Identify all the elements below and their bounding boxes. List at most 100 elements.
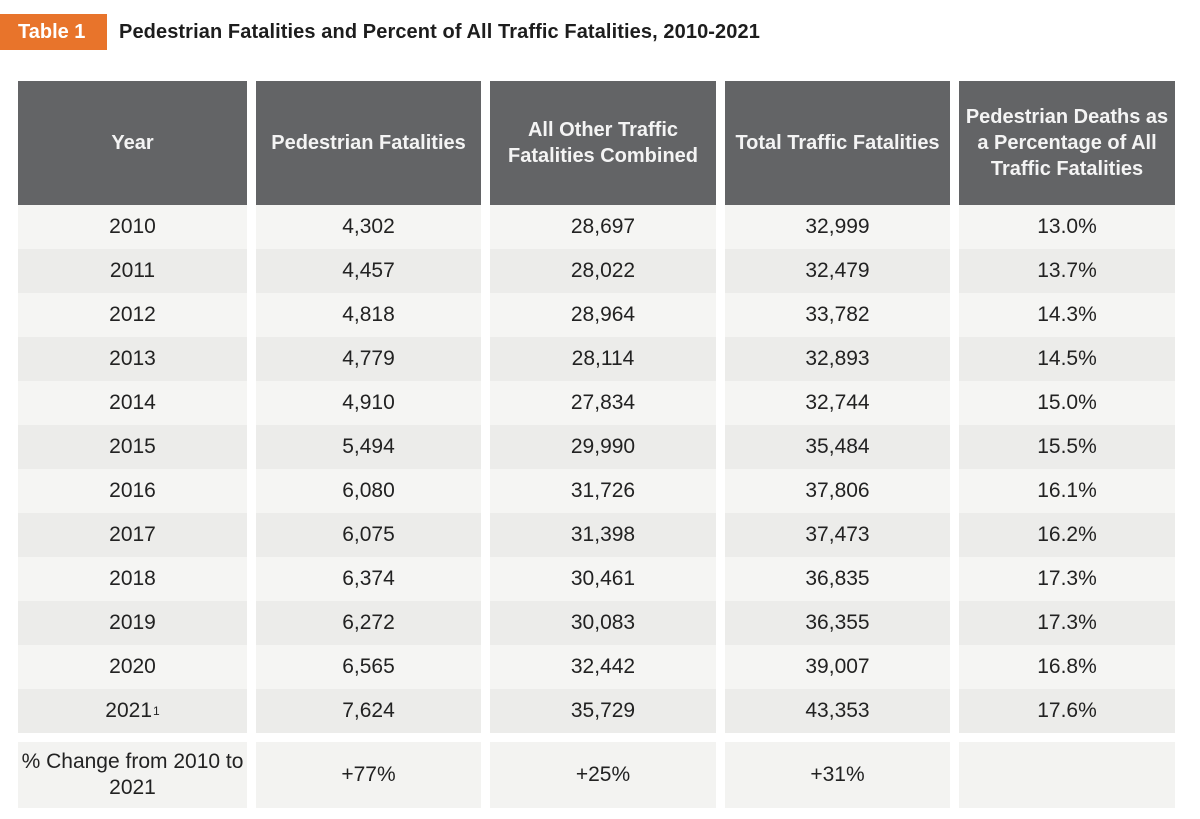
cell-pedestrian-fatalities-text: 4,910 <box>342 391 395 414</box>
table-row: 2014 4,910 27,834 32,744 15.0% <box>18 381 1175 425</box>
cell-other-fatalities-text: 35,729 <box>570 699 636 722</box>
cell-other-fatalities-text: 30,083 <box>570 611 636 634</box>
cell-pedestrian-percentage: 15.5% <box>959 425 1175 469</box>
table-row: 2015 5,494 29,990 35,484 15.5% <box>18 425 1175 469</box>
cell-year-text: 2016 <box>109 479 156 502</box>
cell-pedestrian-percentage-text: 14.3% <box>1037 303 1097 326</box>
cell-other-fatalities-text: 28,022 <box>570 259 636 282</box>
cell-pedestrian-fatalities-text: 4,818 <box>342 303 395 326</box>
table-row: 2017 6,075 31,398 37,473 16.2% <box>18 513 1175 557</box>
cell-year-text: 2019 <box>109 611 156 634</box>
cell-other-fatalities: 31,726 <box>490 469 716 513</box>
cell-pedestrian-fatalities: 6,272 <box>256 601 481 645</box>
footer-pedestrian-change: +77% <box>256 742 481 808</box>
cell-total-fatalities-text: 39,007 <box>805 655 870 678</box>
cell-other-fatalities: 31,398 <box>490 513 716 557</box>
cell-total-fatalities: 32,999 <box>725 205 950 249</box>
cell-total-fatalities: 32,479 <box>725 249 950 293</box>
cell-total-fatalities: 35,484 <box>725 425 950 469</box>
cell-pedestrian-fatalities: 6,075 <box>256 513 481 557</box>
cell-pedestrian-percentage: 13.7% <box>959 249 1175 293</box>
cell-other-fatalities-text: 31,398 <box>570 523 636 546</box>
cell-year: 2017 <box>18 513 247 557</box>
cell-total-fatalities-text: 43,353 <box>805 699 870 722</box>
cell-year-text: 2014 <box>109 391 156 414</box>
cell-other-fatalities: 28,022 <box>490 249 716 293</box>
cell-year: 2010 <box>18 205 247 249</box>
cell-pedestrian-percentage-text: 14.5% <box>1037 347 1097 370</box>
cell-pedestrian-fatalities-text: 7,624 <box>342 699 395 722</box>
cell-year: 2011 <box>18 249 247 293</box>
cell-total-fatalities-text: 32,893 <box>805 347 870 370</box>
cell-pedestrian-percentage: 17.3% <box>959 557 1175 601</box>
cell-pedestrian-fatalities-text: 6,272 <box>342 611 395 634</box>
cell-pedestrian-fatalities-text: 4,457 <box>342 259 395 282</box>
cell-year: 2016 <box>18 469 247 513</box>
cell-total-fatalities-text: 35,484 <box>805 435 870 458</box>
cell-pedestrian-percentage-text: 13.0% <box>1037 215 1097 238</box>
cell-other-fatalities: 27,834 <box>490 381 716 425</box>
cell-other-fatalities: 35,729 <box>490 689 716 733</box>
cell-pedestrian-fatalities-text: 6,080 <box>342 479 395 502</box>
cell-other-fatalities-text: 32,442 <box>570 655 636 678</box>
cell-total-fatalities-text: 32,744 <box>805 391 870 414</box>
cell-year-text: 2020 <box>109 655 156 678</box>
cell-total-fatalities-text: 32,999 <box>805 215 870 238</box>
cell-year-text: 2012 <box>109 303 156 326</box>
table-number-tag: Table 1 <box>0 14 107 50</box>
cell-year-text: 2018 <box>109 567 156 590</box>
cell-total-fatalities-text: 36,355 <box>805 611 870 634</box>
cell-year-text: 2010 <box>109 215 156 238</box>
cell-pedestrian-fatalities-text: 6,565 <box>342 655 395 678</box>
table-row: 2020 6,565 32,442 39,007 16.8% <box>18 645 1175 689</box>
cell-other-fatalities: 28,114 <box>490 337 716 381</box>
cell-total-fatalities-text: 37,473 <box>805 523 870 546</box>
cell-pedestrian-fatalities-text: 6,374 <box>342 567 395 590</box>
cell-year: 2018 <box>18 557 247 601</box>
cell-pedestrian-percentage: 15.0% <box>959 381 1175 425</box>
table-row: 2010 4,302 28,697 32,999 13.0% <box>18 205 1175 249</box>
cell-pedestrian-fatalities: 4,457 <box>256 249 481 293</box>
cell-pedestrian-fatalities-text: 4,779 <box>342 347 395 370</box>
cell-pedestrian-percentage-text: 17.6% <box>1037 699 1097 722</box>
table-header-row: Year Pedestrian Fatalities All Other Tra… <box>18 81 1175 205</box>
cell-year: 2019 <box>18 601 247 645</box>
cell-year: 2020 <box>18 645 247 689</box>
cell-other-fatalities-text: 28,964 <box>570 303 636 326</box>
footnote-marker: 1 <box>153 704 160 718</box>
cell-pedestrian-fatalities-text: 4,302 <box>342 215 395 238</box>
cell-other-fatalities-text: 30,461 <box>570 567 636 590</box>
cell-other-fatalities: 28,964 <box>490 293 716 337</box>
cell-pedestrian-percentage: 17.3% <box>959 601 1175 645</box>
header-total-fatalities: Total Traffic Fatalities <box>725 81 950 205</box>
cell-pedestrian-percentage-text: 17.3% <box>1037 567 1097 590</box>
cell-other-fatalities: 29,990 <box>490 425 716 469</box>
cell-other-fatalities: 30,461 <box>490 557 716 601</box>
cell-total-fatalities: 37,806 <box>725 469 950 513</box>
cell-other-fatalities: 28,697 <box>490 205 716 249</box>
cell-total-fatalities: 39,007 <box>725 645 950 689</box>
cell-total-fatalities-text: 36,835 <box>805 567 870 590</box>
cell-total-fatalities-text: 37,806 <box>805 479 870 502</box>
cell-pedestrian-fatalities: 5,494 <box>256 425 481 469</box>
cell-total-fatalities-text: 33,782 <box>805 303 870 326</box>
cell-pedestrian-percentage: 16.1% <box>959 469 1175 513</box>
cell-total-fatalities: 37,473 <box>725 513 950 557</box>
cell-year: 2014 <box>18 381 247 425</box>
cell-total-fatalities: 32,893 <box>725 337 950 381</box>
cell-total-fatalities: 33,782 <box>725 293 950 337</box>
cell-pedestrian-percentage-text: 16.2% <box>1037 523 1097 546</box>
cell-pedestrian-percentage-text: 15.0% <box>1037 391 1097 414</box>
header-other-fatalities: All Other Traffic Fatalities Combined <box>490 81 716 205</box>
table-row: 2013 4,779 28,114 32,893 14.5% <box>18 337 1175 381</box>
table-row: 2021 1 7,624 35,729 43,353 17.6% <box>18 689 1175 733</box>
fatalities-table: Year Pedestrian Fatalities All Other Tra… <box>18 81 1175 808</box>
cell-pedestrian-percentage: 14.5% <box>959 337 1175 381</box>
cell-year-text: 2011 <box>109 259 156 282</box>
cell-pedestrian-percentage: 16.2% <box>959 513 1175 557</box>
header-year: Year <box>18 81 247 205</box>
cell-pedestrian-percentage-text: 15.5% <box>1037 435 1097 458</box>
cell-pedestrian-percentage: 13.0% <box>959 205 1175 249</box>
cell-year: 2013 <box>18 337 247 381</box>
cell-other-fatalities-text: 28,697 <box>570 215 636 238</box>
